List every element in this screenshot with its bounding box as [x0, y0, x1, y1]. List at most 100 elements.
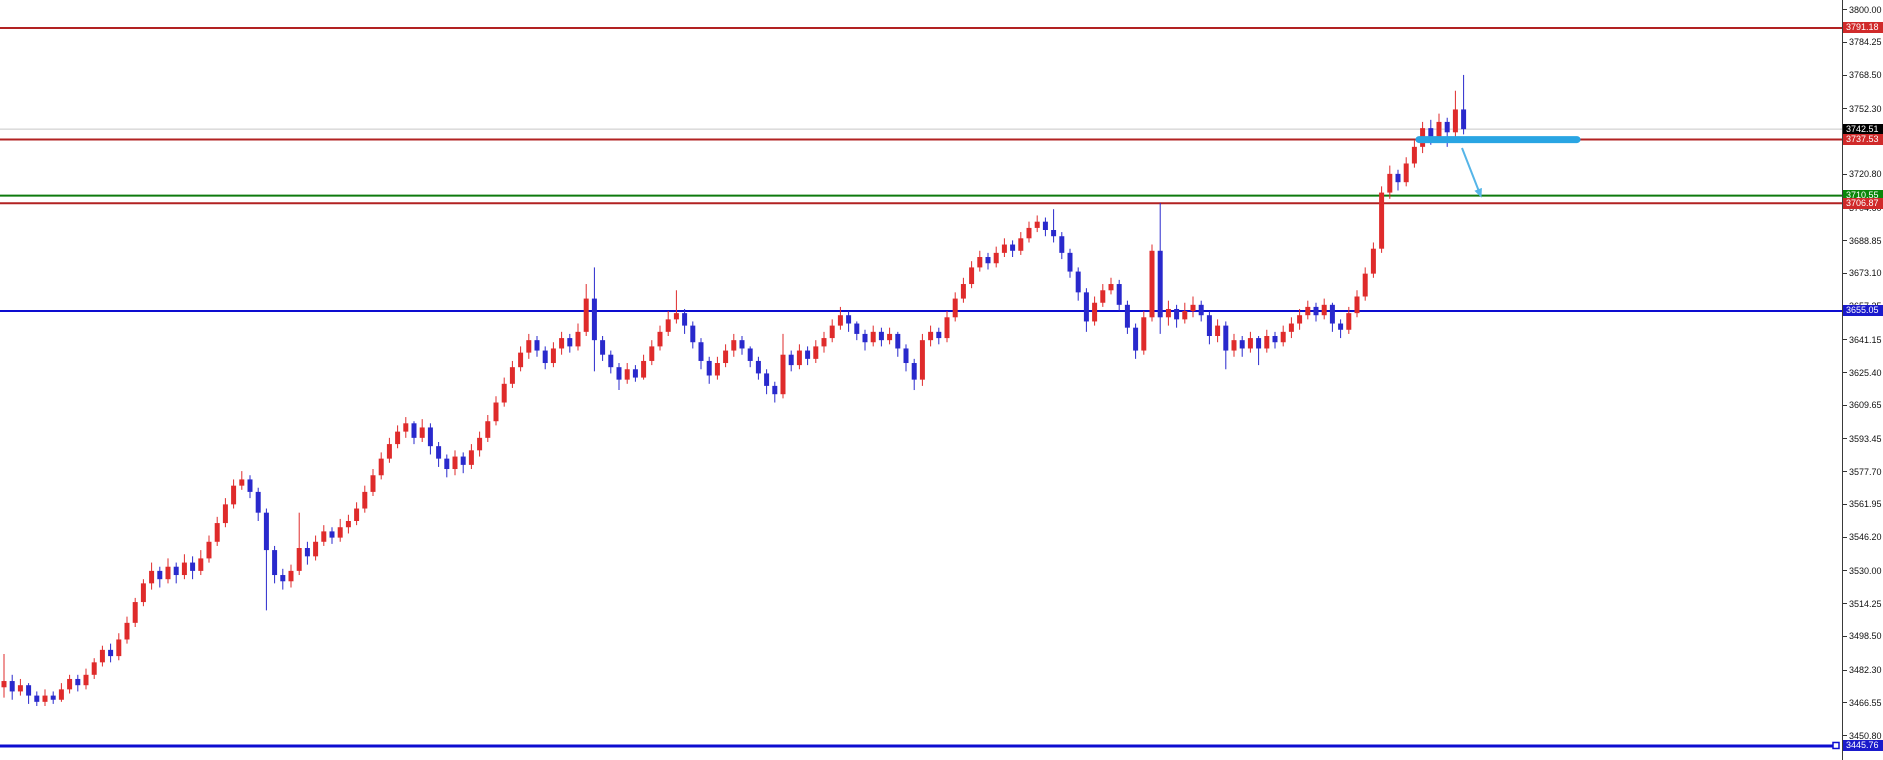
candle-body: [67, 678, 73, 690]
candle-body: [190, 562, 196, 571]
tick-mark: [1843, 74, 1847, 76]
tick-mark: [1843, 702, 1847, 704]
candle-body: [903, 348, 909, 364]
candle-body: [1321, 304, 1327, 316]
candle-body: [313, 541, 319, 557]
candle-body: [936, 331, 942, 339]
candle-body: [140, 583, 146, 603]
tick-label: 3720.80: [1849, 169, 1882, 180]
axis-tick-3673.10: 3673.10: [1843, 268, 1882, 278]
axis-tick-3498.50: 3498.50: [1843, 631, 1882, 642]
candle-body: [1411, 146, 1417, 164]
candle-body: [583, 298, 589, 332]
candle-body: [108, 649, 114, 657]
candle-body: [1379, 192, 1385, 249]
axis-tick-3482.30: 3482.30: [1843, 665, 1882, 676]
candle-body: [1223, 325, 1229, 351]
candle-body: [854, 323, 860, 334]
candle-body: [739, 340, 745, 349]
candle-body: [460, 456, 466, 465]
axis-tick-3593.45: 3593.45: [1843, 433, 1882, 444]
candle-body: [698, 342, 704, 361]
candle-body: [1305, 306, 1311, 316]
axis-tick-3561.95: 3561.95: [1843, 499, 1882, 510]
tick-mark: [1843, 669, 1847, 671]
axis-tick-3530.00: 3530.00: [1843, 565, 1882, 576]
candle-body: [600, 340, 606, 355]
candle-body: [952, 298, 958, 318]
candle-body: [1157, 250, 1163, 318]
candle-body: [1182, 311, 1188, 320]
price-badge-3445.76: 3445.76: [1843, 740, 1883, 752]
tick-label: 3561.95: [1849, 499, 1882, 510]
tick-label: 3530.00: [1849, 565, 1882, 576]
candle-body: [370, 475, 376, 492]
tick-label: 3577.70: [1849, 466, 1882, 477]
candle-body: [550, 348, 556, 364]
candle-body: [1297, 315, 1303, 324]
candle-body: [34, 695, 40, 702]
tick-label: 3688.85: [1849, 235, 1882, 246]
candle-body: [1436, 121, 1442, 137]
tick-label: 3482.30: [1849, 665, 1882, 676]
candle-body: [493, 402, 499, 422]
candle-body: [1001, 244, 1007, 253]
tick-label: 3768.50: [1849, 70, 1882, 81]
candle-body: [1346, 313, 1352, 330]
candle-body: [690, 325, 696, 343]
tick-label: 3609.65: [1849, 400, 1882, 411]
candle-body: [354, 508, 360, 521]
candle-body: [1272, 336, 1278, 343]
candle-body: [1141, 317, 1147, 351]
candle-body: [1190, 304, 1196, 312]
candle-body: [419, 427, 425, 438]
candle-body: [788, 354, 794, 366]
candle-body: [1247, 338, 1253, 349]
candle-body: [485, 421, 491, 438]
candle-body: [403, 423, 409, 432]
axis-tick-3466.55: 3466.55: [1843, 697, 1882, 708]
candle-body: [1231, 340, 1237, 351]
price-axis[interactable]: 3800.003784.253768.503752.303720.803704.…: [1842, 0, 1883, 760]
candle-body: [42, 695, 48, 702]
tick-mark: [1843, 735, 1847, 736]
candle-body: [969, 267, 975, 285]
tick-label: 3498.50: [1849, 631, 1882, 642]
down-arrow-line[interactable]: [1461, 147, 1481, 195]
candle-body: [714, 363, 720, 376]
candle-body: [173, 566, 179, 576]
candle-body: [1092, 302, 1098, 322]
candle-body: [198, 558, 204, 571]
axis-tick-3450.80: 3450.80: [1843, 731, 1882, 741]
candle-body: [813, 346, 819, 359]
candle-body: [1239, 340, 1245, 349]
candle-body: [239, 479, 245, 486]
candle-body: [99, 649, 105, 663]
candle-body: [1051, 229, 1057, 237]
candle-body: [427, 427, 433, 447]
tick-mark: [1843, 339, 1847, 341]
chart-canvas[interactable]: [0, 0, 1842, 760]
line-drag-handle[interactable]: [1832, 741, 1840, 750]
candle-body: [1362, 273, 1368, 297]
candle-body: [1026, 227, 1032, 239]
candle-body: [1067, 252, 1073, 272]
candle-body: [9, 681, 15, 692]
candle-body: [993, 252, 999, 264]
candle-body: [641, 360, 647, 378]
tick-mark: [1843, 173, 1847, 175]
tick-mark: [1843, 438, 1847, 440]
candle-body: [649, 346, 655, 361]
tick-mark: [1843, 41, 1847, 43]
candle-body: [411, 423, 417, 438]
down-arrow-head-icon: [1474, 187, 1482, 198]
tick-mark: [1843, 404, 1847, 406]
candle-body: [723, 350, 729, 364]
candle-body: [157, 570, 163, 580]
price-badge-3655.05: 3655.05: [1843, 305, 1883, 317]
tick-label: 3593.45: [1849, 433, 1882, 444]
candle-body: [378, 458, 384, 476]
candle-body: [772, 385, 778, 395]
candle-body: [58, 689, 64, 700]
tick-label: 3466.55: [1849, 697, 1882, 708]
